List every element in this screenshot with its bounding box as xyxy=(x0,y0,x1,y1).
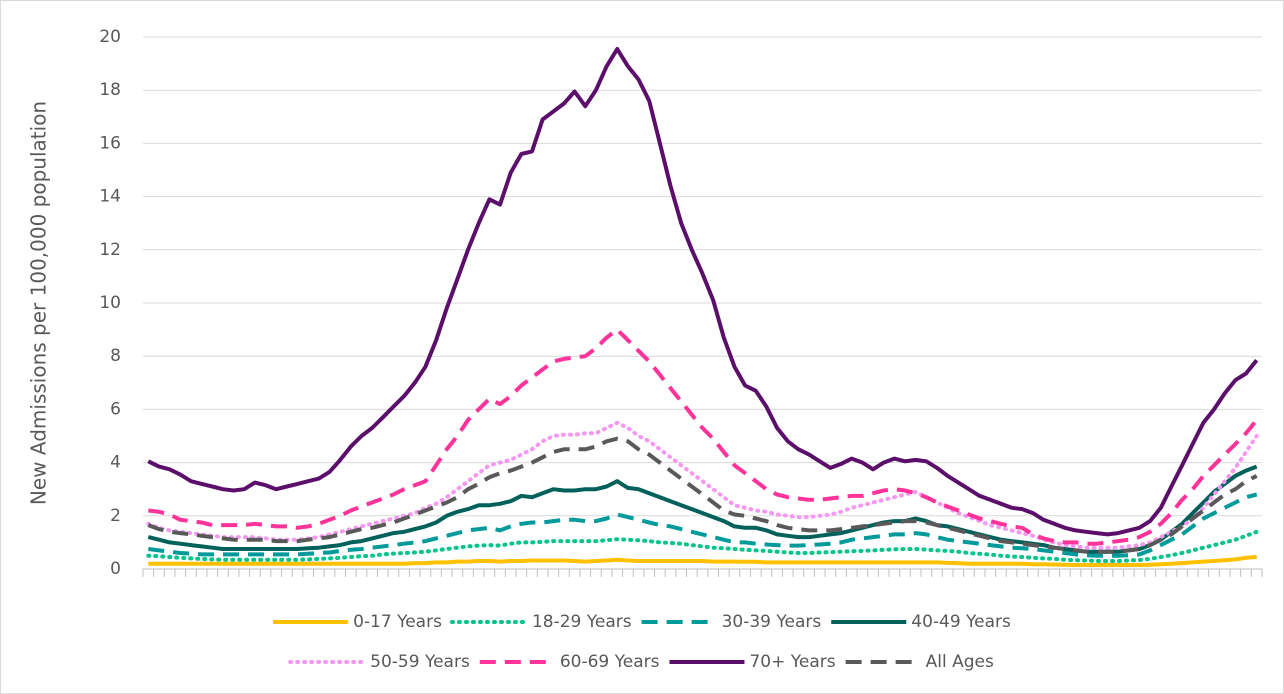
legend-label: 60-69 Years xyxy=(560,652,660,672)
series-line xyxy=(147,47,1259,537)
series-line xyxy=(148,555,1257,567)
y-tick-label: 18 xyxy=(99,80,121,100)
legend-label: All Ages xyxy=(926,652,994,672)
y-tick-label: 8 xyxy=(110,346,121,366)
y-tick-label: 4 xyxy=(110,453,121,473)
series-line xyxy=(146,420,1259,550)
y-axis-label: New Admissions per 100,000 population xyxy=(27,101,51,505)
y-tick-label: 12 xyxy=(99,240,121,260)
legend-label: 50-59 Years xyxy=(370,652,470,672)
legend-label: 70+ Years xyxy=(749,652,835,672)
series-line xyxy=(147,464,1258,554)
y-tick-label: 14 xyxy=(99,187,121,207)
legend-label: 18-29 Years xyxy=(532,612,632,632)
y-tick-label: 16 xyxy=(99,133,121,153)
y-tick-label: 10 xyxy=(99,293,121,313)
legend-label: 0-17 Years xyxy=(353,612,442,632)
y-tick-label: 2 xyxy=(110,506,121,526)
y-tick-label: 6 xyxy=(110,399,121,419)
series-line xyxy=(146,529,1259,563)
series-line xyxy=(148,327,1259,546)
legend-label: 30-39 Years xyxy=(722,612,822,632)
series-line xyxy=(147,436,1258,554)
series-line xyxy=(148,492,1258,558)
legend-label: 40-49 Years xyxy=(911,612,1011,632)
y-tick-label: 0 xyxy=(110,559,121,579)
y-tick-label: 20 xyxy=(99,27,121,47)
